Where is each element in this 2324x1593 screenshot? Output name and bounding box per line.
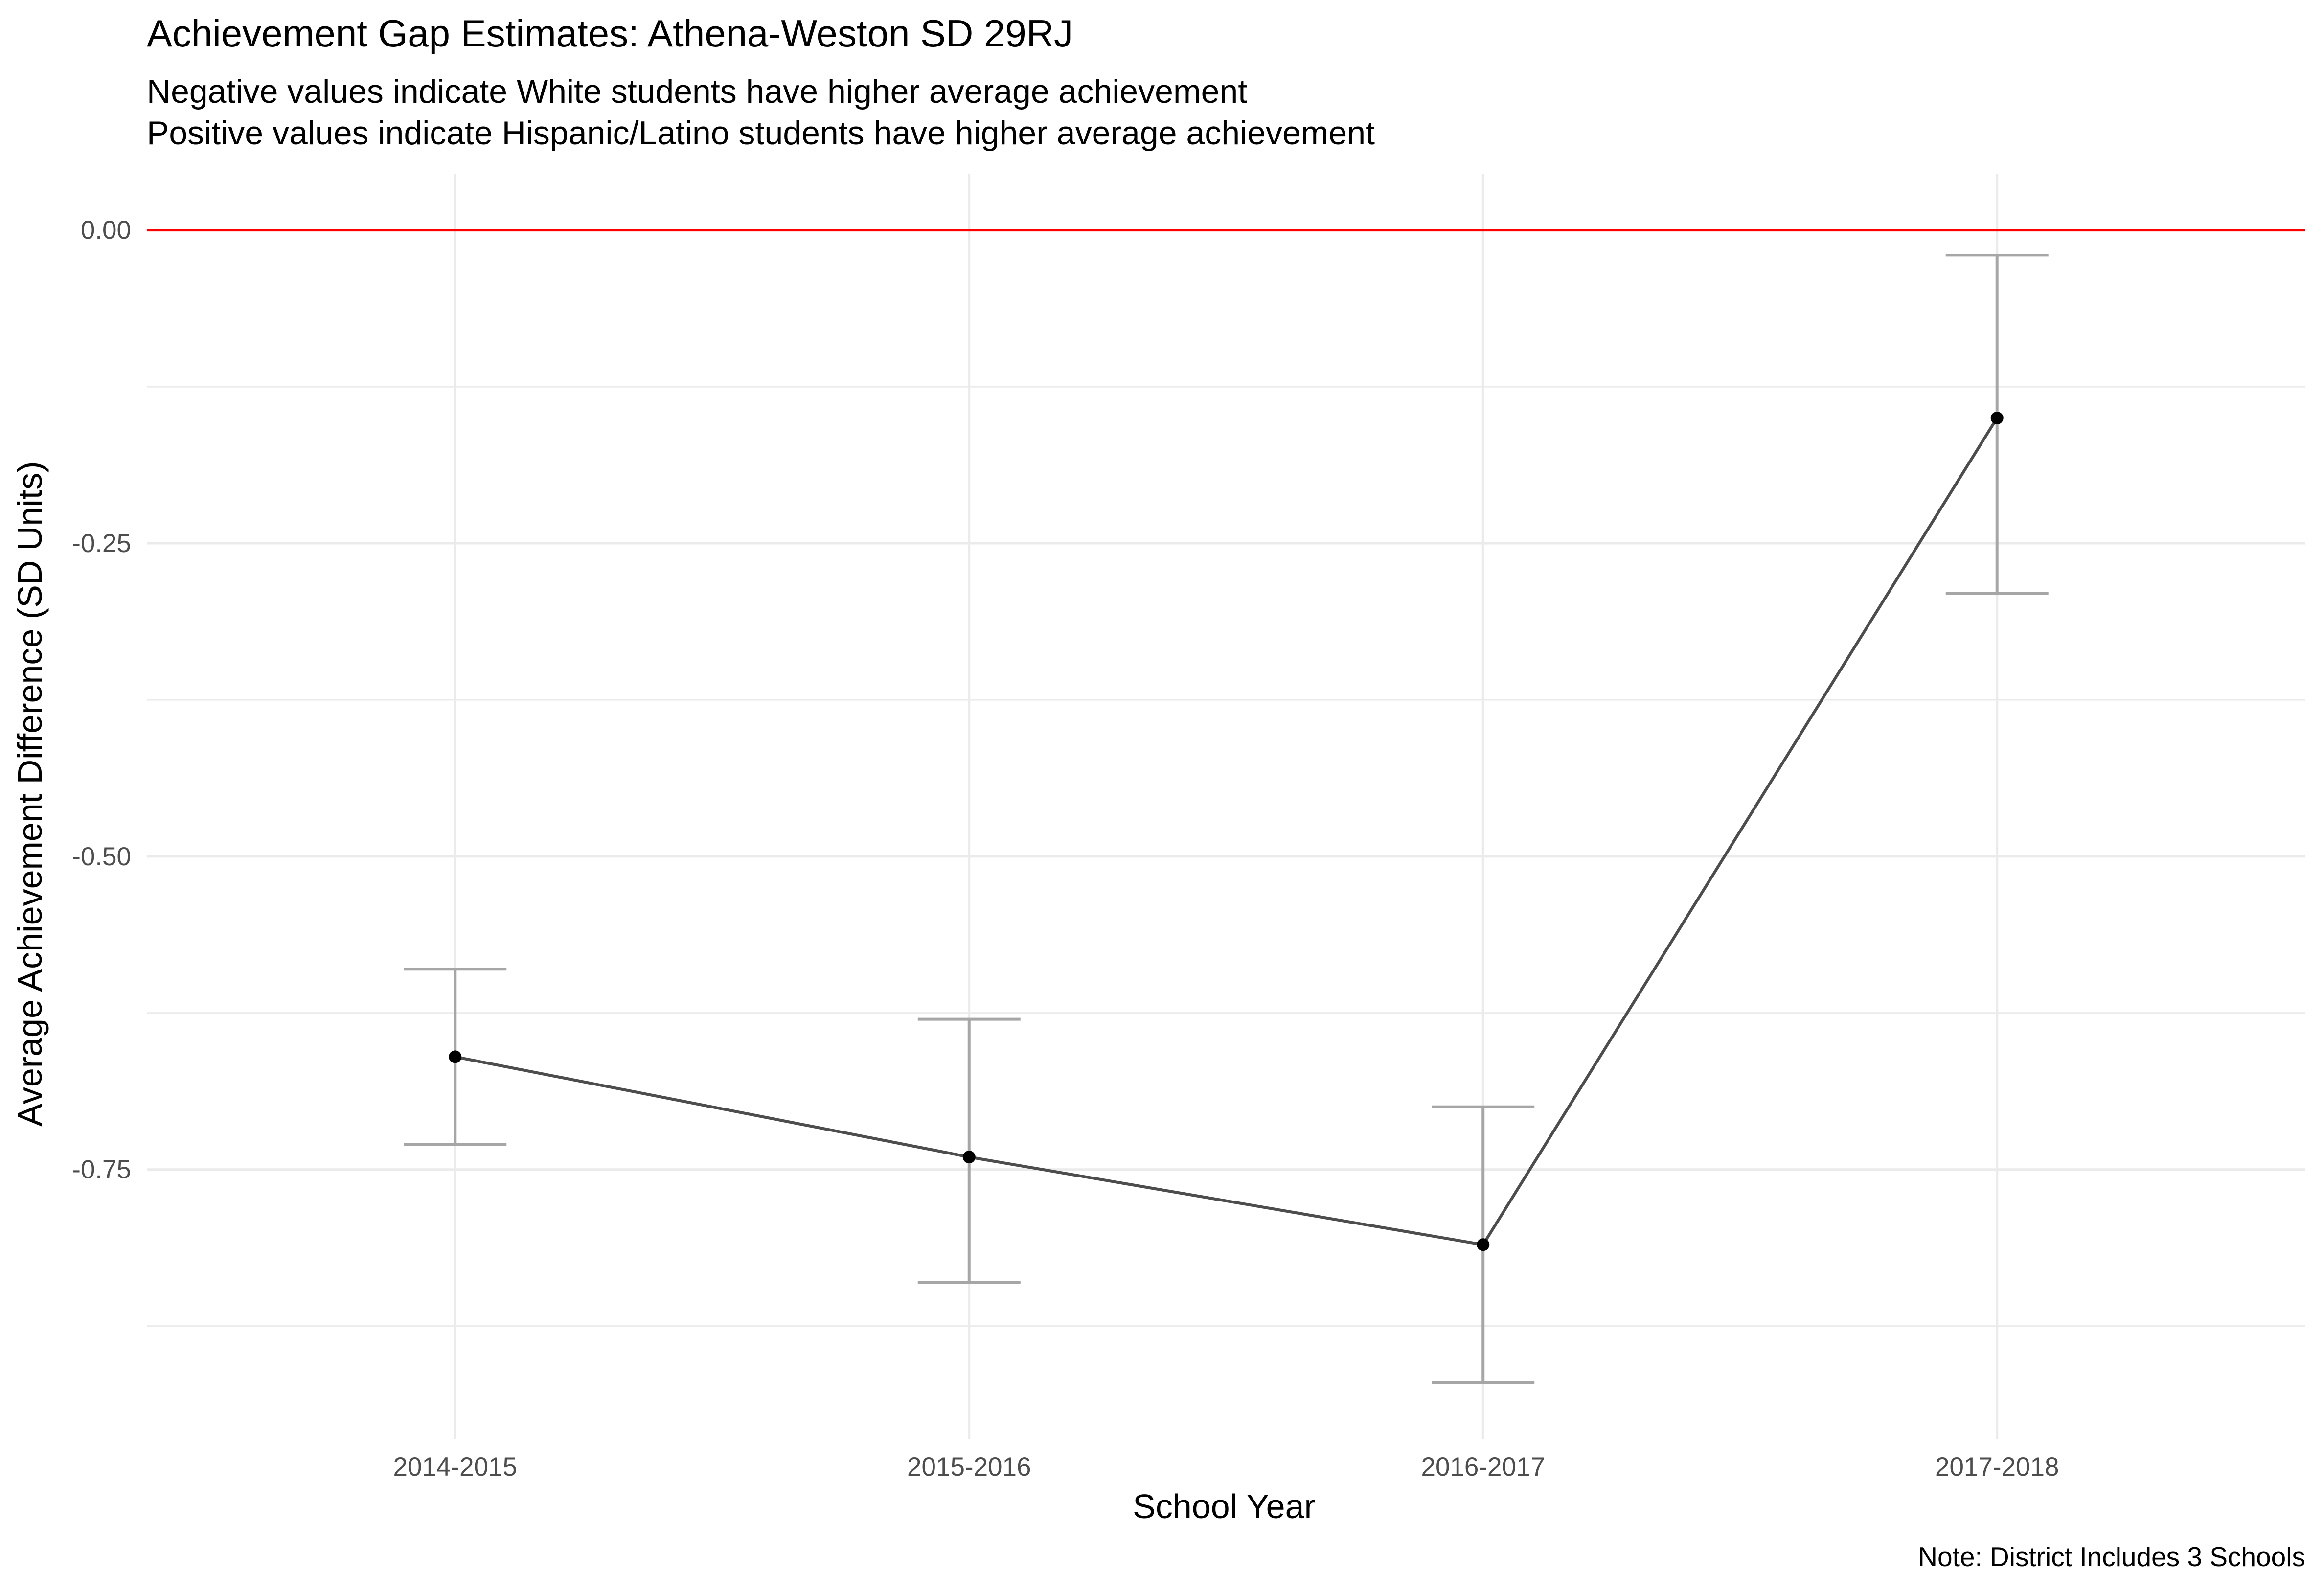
y-axis-title: Average Achievement Difference (SD Units… — [11, 461, 49, 1126]
x-axis-ticks: 2014-2015 2015-2016 2016-2017 2017-2018 — [393, 1453, 2059, 1481]
x-axis-title: School Year — [1133, 1487, 1316, 1525]
y-tick-label: 0.00 — [81, 216, 131, 245]
chart-caption: Note: District Includes 3 Schools — [1918, 1542, 2305, 1572]
x-tick-label: 2017-2018 — [1935, 1453, 2059, 1481]
y-tick-label: -0.50 — [72, 842, 131, 871]
y-axis-ticks: 0.00 -0.25 -0.50 -0.75 — [72, 216, 131, 1184]
y-tick-label: -0.25 — [72, 529, 131, 558]
data-point — [962, 1151, 976, 1164]
data-point — [449, 1050, 462, 1063]
chart-title: Achievement Gap Estimates: Athena-Weston… — [147, 12, 1073, 55]
chart-subtitle-line-2: Positive values indicate Hispanic/Latino… — [147, 115, 1375, 152]
data-point — [1477, 1238, 1490, 1251]
data-point — [1990, 412, 2004, 425]
data-points — [449, 412, 2004, 1251]
trend-line-layer — [455, 417, 1999, 1247]
y-tick-label: -0.75 — [72, 1155, 131, 1184]
trend-line — [455, 417, 1999, 1247]
x-tick-label: 2014-2015 — [393, 1453, 517, 1481]
chart-subtitle-line-1: Negative values indicate White students … — [147, 73, 1247, 110]
x-tick-label: 2015-2016 — [907, 1453, 1031, 1481]
x-tick-label: 2016-2017 — [1421, 1453, 1545, 1481]
